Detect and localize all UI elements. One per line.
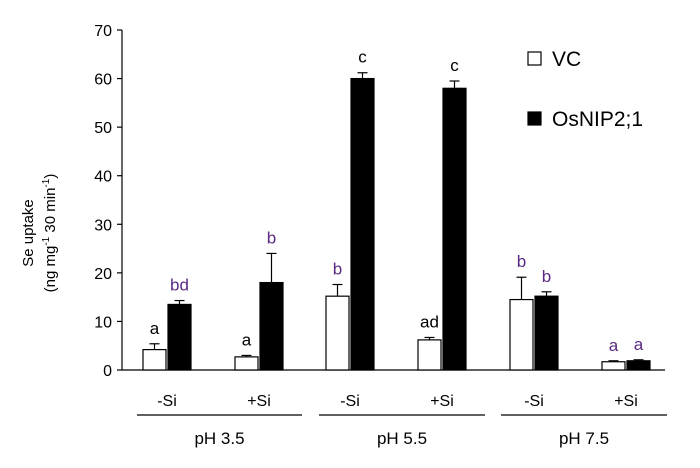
legend: VC OsNIP2;1	[527, 48, 643, 131]
x-axis-labels: -Si +Si -Si +Si -Si +Si pH 3.5 pH 5.5 pH 7.5	[137, 393, 667, 448]
treatment-label: +Si	[247, 393, 271, 410]
y-tick-label: 20	[94, 266, 112, 283]
significance-label: b	[542, 267, 551, 286]
y-tick-label: 0	[103, 363, 112, 380]
bar	[142, 349, 167, 371]
significance-label: b	[517, 252, 526, 271]
group-label: pH 3.5	[194, 429, 244, 448]
treatment-label: -Si	[157, 393, 177, 410]
y-axis-label-line1: Se uptake	[20, 199, 37, 267]
y-tick-label: 50	[94, 120, 112, 137]
y-tick-label: 60	[94, 72, 112, 89]
bar	[626, 360, 651, 371]
bar	[259, 281, 284, 371]
y-axis: 0 10 20 30 40 50 60 70	[94, 23, 665, 380]
legend-label-osnip21: OsNIP2;1	[552, 108, 643, 131]
bar	[534, 295, 559, 371]
significance-label: a	[634, 335, 644, 354]
bar	[234, 356, 259, 371]
y-tick-label: 70	[94, 23, 112, 40]
bar	[442, 87, 467, 371]
significance-label: a	[609, 336, 619, 355]
bar	[417, 339, 442, 371]
bar	[601, 361, 626, 371]
legend-label-vc: VC	[552, 48, 581, 71]
significance-label: a	[242, 330, 252, 349]
y-axis-label: Se uptake (ng mg-1 30 min-1)	[20, 174, 59, 293]
bar	[509, 298, 534, 371]
y-tick-label: 30	[94, 217, 112, 234]
y-axis-label-line2: (ng mg-1 30 min-1)	[41, 174, 59, 293]
treatment-label: -Si	[340, 393, 360, 410]
significance-label: c	[450, 56, 459, 75]
bar	[325, 295, 350, 371]
significance-label: b	[333, 260, 342, 279]
bar	[167, 303, 192, 371]
significance-label: bd	[170, 276, 189, 295]
treatment-label: +Si	[430, 393, 454, 410]
y-tick-label: 40	[94, 169, 112, 186]
legend-swatch-vc	[527, 51, 542, 66]
y-tick-label: 10	[94, 314, 112, 331]
treatment-label: -Si	[524, 393, 544, 410]
significance-label: b	[267, 228, 276, 247]
significance-label: ad	[420, 312, 439, 331]
treatment-label: +Si	[614, 393, 638, 410]
bar	[350, 77, 375, 371]
group-label: pH 7.5	[559, 429, 609, 448]
legend-swatch-osnip21	[527, 111, 542, 126]
significance-label: a	[150, 319, 160, 338]
significance-label: c	[358, 48, 367, 67]
group-label: pH 5.5	[377, 429, 427, 448]
